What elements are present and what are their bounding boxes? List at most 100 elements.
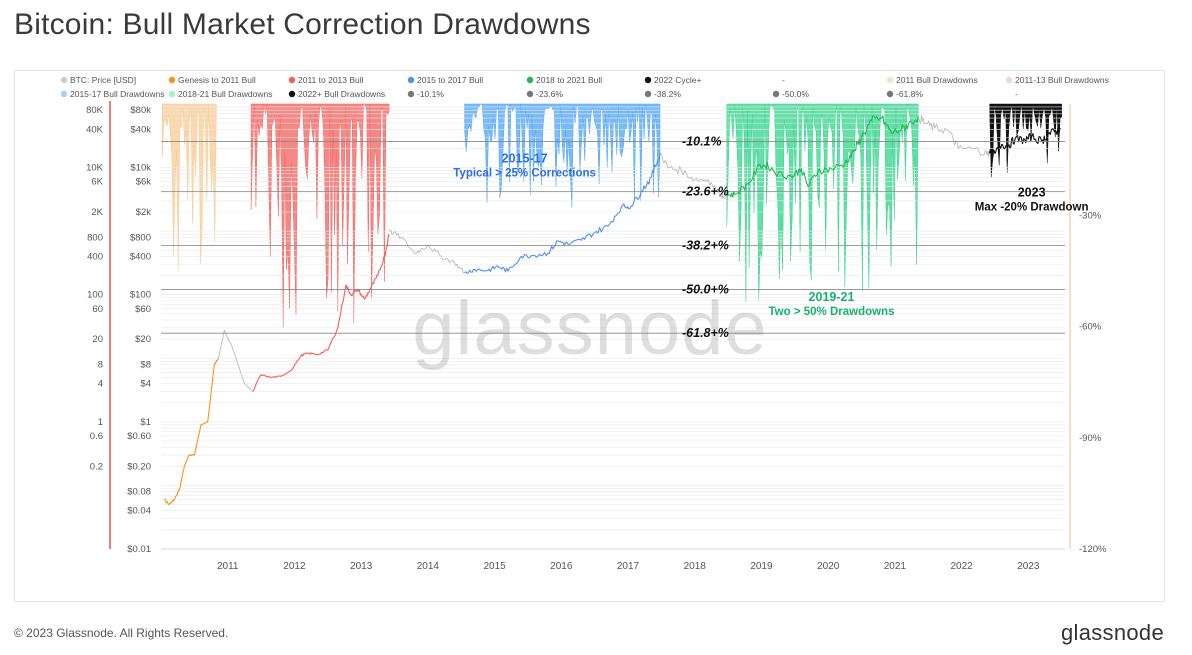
- legend-item[interactable]: 2018-21 Bull Drawdowns: [168, 89, 273, 99]
- legend-label: 2015 to 2017 Bull: [417, 75, 483, 85]
- price-line-cycle: [989, 126, 1061, 158]
- legend-item[interactable]: 2015 to 2017 Bull: [407, 75, 483, 85]
- price-line-btc: [217, 329, 254, 392]
- glassnode-logo[interactable]: glassnode: [1061, 620, 1164, 645]
- x-tick-label: 2014: [417, 561, 440, 572]
- legend-label: 2011 Bull Drawdowns: [896, 75, 978, 85]
- legend-label: -50.0%: [782, 89, 809, 99]
- legend-item[interactable]: 2011-13 Bull Drawdowns: [1005, 75, 1109, 85]
- legend-label: -: [1015, 89, 1018, 99]
- legend-item[interactable]: -: [782, 75, 785, 85]
- legend-label: 2011 to 2013 Bull: [298, 75, 364, 85]
- drawdown-area: [464, 103, 661, 208]
- x-tick-label: 2022: [950, 561, 973, 572]
- legend-item[interactable]: 2011 to 2013 Bull: [288, 75, 364, 85]
- x-tick-label: 2023: [1017, 561, 1040, 572]
- y-right-tick-label: -120%: [1079, 544, 1107, 555]
- x-tick-label: 2018: [684, 561, 707, 572]
- copyright-text: © 2023 Glassnode. All Rights Reserved.: [14, 626, 229, 640]
- drawdown-area: [726, 103, 919, 302]
- x-tick-label: 2015: [483, 561, 506, 572]
- legend-item[interactable]: -61.8%: [886, 89, 924, 99]
- legend-label: 2022+ Bull Drawdowns: [298, 89, 385, 99]
- legend-item[interactable]: 2022 Cycle+: [644, 75, 702, 85]
- y-left-outer-tick-label: 800: [87, 232, 103, 243]
- legend-label: 2011-13 Bull Drawdowns: [1015, 75, 1109, 85]
- y-left-inner-tick-label: $8: [140, 359, 151, 370]
- y-left-outer-tick-label: 0.2: [90, 461, 103, 472]
- legend: BTC: Price [USD] Genesis to 2011 Bull 2011…: [60, 75, 1109, 99]
- y-left-inner-tick-label: $400: [130, 251, 151, 262]
- fib-level-label: -50.0+%: [682, 282, 729, 296]
- drawdown-layer: [162, 103, 1062, 328]
- legend-item[interactable]: -50.0%: [772, 89, 810, 99]
- y-left-inner-tick-label: $6k: [136, 177, 152, 188]
- x-tick-label: 2020: [817, 561, 840, 572]
- y-left-outer-tick-label: 6K: [91, 177, 103, 188]
- x-tick-label: 2019: [750, 561, 773, 572]
- legend-item[interactable]: 2022+ Bull Drawdowns: [288, 89, 385, 99]
- price-line-cycle: [464, 152, 661, 274]
- y-left-outer-tick-label: 400: [87, 251, 103, 262]
- y-left-inner-tick-label: $100: [130, 290, 151, 301]
- y-left-outer-tick-label: 40K: [86, 124, 104, 135]
- y-left-outer-tick-label: 10K: [86, 163, 104, 174]
- legend-item[interactable]: 2018 to 2021 Bull: [526, 75, 602, 85]
- legend-label: 2018 to 2021 Bull: [536, 75, 602, 85]
- y-left-outer-tick-label: 80K: [86, 105, 104, 116]
- y-left-outer-tick-label: 0.6: [90, 431, 103, 442]
- y-left-inner-tick-label: $0.08: [127, 487, 151, 498]
- fib-level-label: -61.8+%: [682, 326, 729, 340]
- legend-item[interactable]: 2015-17 Bull Drawdowns: [60, 89, 165, 99]
- drawdown-chart[interactable]: BTC: Price [USD] Genesis to 2011 Bull 2011…: [15, 71, 1164, 601]
- y-left-inner-tick-label: $0.60: [127, 431, 151, 442]
- legend-swatch: [60, 90, 68, 98]
- grid-layer: [161, 106, 1065, 550]
- y-left-outer-tick-label: 2K: [91, 207, 103, 218]
- legend-label: 2018-21 Bull Drawdowns: [178, 89, 273, 99]
- legend-item[interactable]: -10.1%: [407, 89, 445, 99]
- y-left-inner-tick-label: $800: [130, 232, 151, 243]
- legend-item[interactable]: -: [1015, 89, 1018, 99]
- price-line-cycle: [726, 115, 919, 198]
- legend-item[interactable]: BTC: Price [USD]: [60, 75, 136, 85]
- axes-layer: 80K 40K 10K 6K 2K 800 400 100 60 20 8 4 1 0.6 0.2 $80k $…: [86, 101, 1107, 572]
- y-left-inner-tick-label: $2k: [136, 207, 152, 218]
- legend-swatch: [526, 76, 534, 84]
- x-tick-label: 2016: [550, 561, 573, 572]
- legend-item[interactable]: 2011 Bull Drawdowns: [886, 75, 978, 85]
- drawdown-area: [989, 103, 1062, 178]
- drawdown-area: [250, 103, 390, 328]
- legend-item[interactable]: Genesis to 2011 Bull: [168, 75, 256, 85]
- y-left-inner-tick-label: $0.20: [127, 461, 151, 472]
- annotation-text: Two > 50% Drawdowns: [768, 306, 894, 318]
- legend-label: -38.2%: [654, 89, 681, 99]
- legend-label: -23.6%: [536, 89, 563, 99]
- y-right-tick-label: -30%: [1079, 210, 1102, 221]
- y-left-outer-tick-label: 60: [92, 304, 103, 315]
- legend-swatch: [772, 90, 780, 98]
- legend-swatch: [1005, 76, 1013, 84]
- fib-level-label: -38.2+%: [682, 239, 729, 253]
- legend-swatch: [526, 90, 534, 98]
- y-left-inner-tick-label: $0.01: [127, 544, 151, 555]
- price-line-btc: [917, 115, 991, 157]
- price-line-btc: [388, 229, 465, 274]
- legend-label: -61.8%: [896, 89, 923, 99]
- price-layer: [163, 115, 1061, 506]
- legend-swatch: [168, 90, 176, 98]
- legend-item[interactable]: -23.6%: [526, 89, 564, 99]
- legend-item[interactable]: -38.2%: [644, 89, 682, 99]
- legend-swatch: [407, 90, 415, 98]
- x-tick-label: 2013: [350, 561, 373, 572]
- y-left-inner-tick-label: $60: [135, 304, 151, 315]
- annotation-layer: 2015-17 Typical > 25% Corrections 2019-21 T…: [453, 152, 1088, 318]
- annotation-title: 2023: [1018, 186, 1046, 200]
- fib-level-layer: -10.1% -23.6+% -38.2+% -50.0+% -61.8+%: [161, 134, 1065, 340]
- y-left-outer-tick-label: 1: [98, 417, 103, 428]
- legend-label: Genesis to 2011 Bull: [178, 75, 256, 85]
- y-left-outer-tick-label: 8: [98, 359, 103, 370]
- legend-label: 2022 Cycle+: [654, 75, 702, 85]
- fib-level-label: -10.1%: [682, 134, 722, 148]
- legend-swatch: [644, 90, 652, 98]
